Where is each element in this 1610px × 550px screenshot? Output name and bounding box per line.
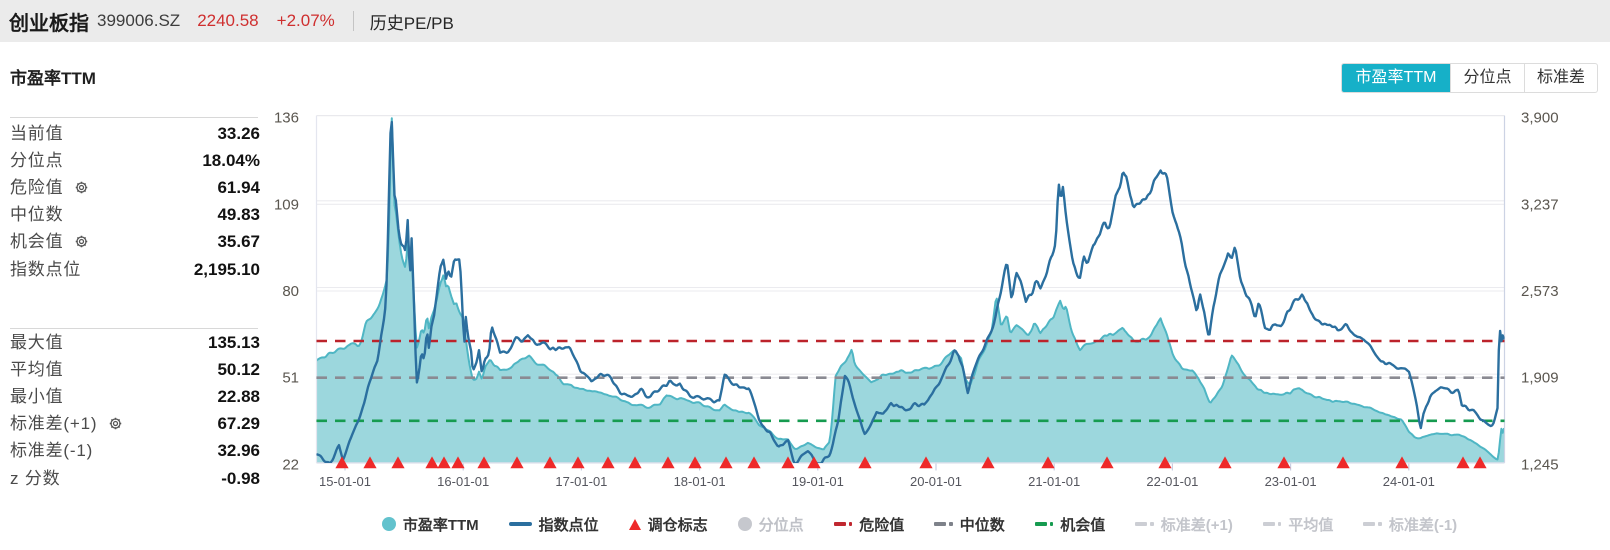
svg-text:16-01-01: 16-01-01 — [437, 474, 489, 489]
svg-text:3,237: 3,237 — [1521, 196, 1559, 213]
svg-text:19-01-01: 19-01-01 — [792, 474, 844, 489]
svg-text:21-01-01: 21-01-01 — [1028, 474, 1080, 489]
svg-text:24-01-01: 24-01-01 — [1383, 474, 1435, 489]
svg-text:20-01-01: 20-01-01 — [910, 474, 962, 489]
svg-text:136: 136 — [274, 110, 299, 127]
svg-text:15-01-01: 15-01-01 — [319, 474, 371, 489]
svg-text:2,573: 2,573 — [1521, 283, 1559, 300]
svg-text:18-01-01: 18-01-01 — [674, 474, 726, 489]
svg-text:22: 22 — [282, 456, 299, 473]
svg-text:109: 109 — [274, 196, 299, 213]
svg-text:23-01-01: 23-01-01 — [1265, 474, 1317, 489]
svg-text:80: 80 — [282, 283, 299, 300]
svg-text:1,909: 1,909 — [1521, 370, 1559, 387]
svg-text:17-01-01: 17-01-01 — [555, 474, 607, 489]
svg-text:22-01-01: 22-01-01 — [1146, 474, 1198, 489]
svg-text:3,900: 3,900 — [1521, 110, 1559, 127]
svg-text:1,245: 1,245 — [1521, 456, 1559, 473]
svg-text:51: 51 — [282, 370, 299, 387]
